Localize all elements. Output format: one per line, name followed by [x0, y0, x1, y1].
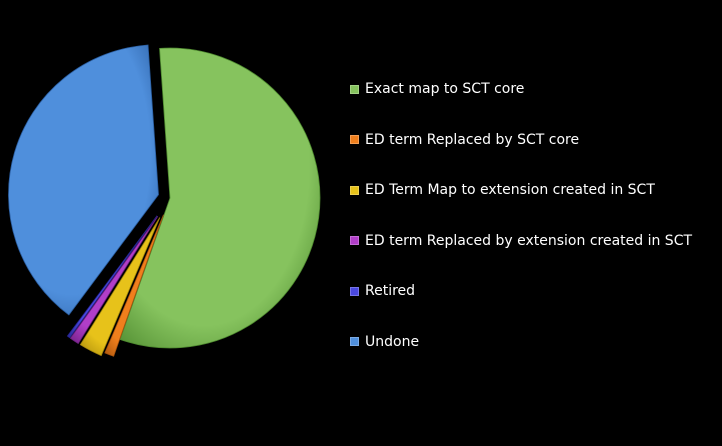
pie-slice-5	[8, 44, 159, 316]
legend-swatch	[350, 185, 359, 195]
legend-label: ED term Replaced by SCT core	[365, 131, 580, 148]
legend-item: ED Term Map to extension created in SCT	[350, 179, 692, 201]
legend-label: ED term Replaced by extension created in…	[365, 232, 693, 249]
pie-slice-4	[66, 215, 158, 339]
pie-chart	[8, 44, 321, 357]
legend-item: Undone	[350, 331, 692, 353]
pie-slice-2	[79, 217, 161, 357]
legend-swatch	[350, 337, 359, 347]
legend-label: Exact map to SCT core	[365, 81, 525, 97]
pie-slice-3	[69, 216, 159, 345]
legend-label: Retired	[365, 283, 416, 300]
legend-label: ED Term Map to extension created in SCT	[365, 182, 655, 199]
legend-item: Exact map to SCT core	[350, 78, 692, 100]
legend-swatch	[350, 84, 359, 94]
legend-swatch	[350, 236, 359, 246]
legend-item: Retired	[350, 280, 692, 302]
legend-label: Undone	[365, 333, 420, 350]
legend-item: ED term Replaced by extension created in…	[350, 230, 692, 252]
legend-swatch	[350, 286, 359, 296]
pie-slice-1	[104, 214, 164, 357]
legend-swatch	[350, 135, 359, 145]
legend: Exact map to SCT core ED term Replaced by…	[350, 78, 692, 382]
pie-slice-0	[119, 47, 321, 349]
pie-slices	[8, 44, 321, 357]
legend-item: ED term Replaced by SCT core	[350, 129, 692, 151]
